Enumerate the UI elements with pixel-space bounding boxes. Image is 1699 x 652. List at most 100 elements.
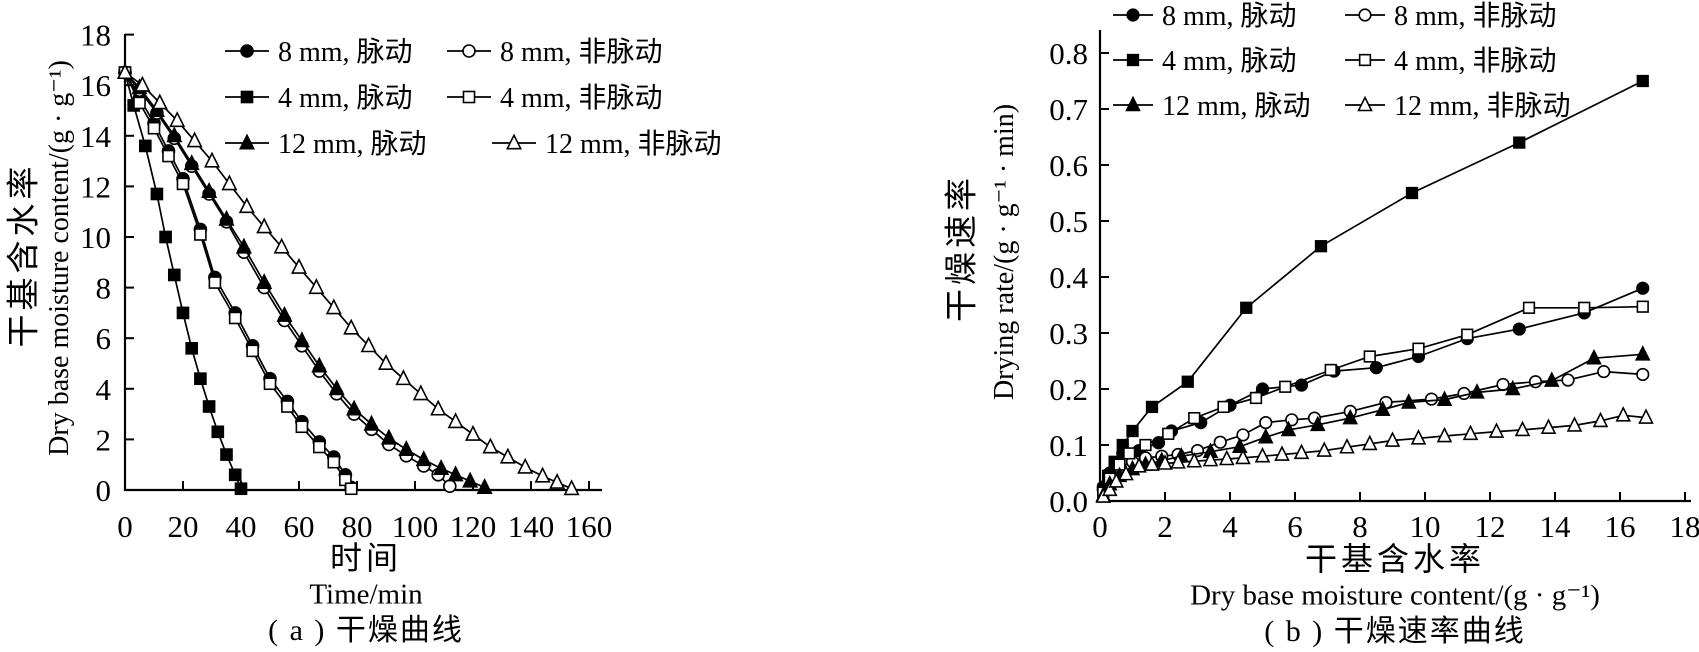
series-marker-0-5 xyxy=(325,298,342,315)
series-marker-0-5 xyxy=(430,399,447,416)
legend-label: 8 mm, 脉动 xyxy=(1162,0,1297,32)
series-marker-1-1 xyxy=(1561,373,1575,387)
series-marker-1-1 xyxy=(1457,386,1471,401)
legend-marker xyxy=(1126,53,1140,67)
series-marker-1-5 xyxy=(1384,431,1401,447)
series-marker-1-5 xyxy=(1615,406,1632,422)
series-marker-0-4 xyxy=(398,440,415,457)
series-marker-1-4 xyxy=(1257,427,1274,444)
series-marker-1-3 xyxy=(1139,438,1152,452)
x-tick-label: 60 xyxy=(284,509,315,544)
series-marker-1-5 xyxy=(1436,426,1453,443)
series-marker-0-3 xyxy=(281,400,294,413)
series-marker-1-3 xyxy=(1578,301,1591,314)
series-marker-1-0 xyxy=(1636,281,1650,295)
series-line-0-4 xyxy=(124,72,485,489)
x-tick-label: 20 xyxy=(168,509,199,544)
legend-label: 12 mm, 脉动 xyxy=(278,128,427,160)
legend-marker xyxy=(505,133,523,150)
series-marker-0-4 xyxy=(380,428,397,445)
series-marker-1-3 xyxy=(1162,427,1175,440)
chart-b-drying-rate-curves: 0 2 4 6 8 10 12 14 16 18 0.0 0.1 0.2 0.3 0.4 0.5 0.6 0.7 0… xyxy=(1049,0,1699,544)
series-line-1-3 xyxy=(1102,305,1643,493)
x-tick-label: 140 xyxy=(508,509,555,544)
series-marker-0-5 xyxy=(549,472,566,489)
y-tick-label: 18 xyxy=(80,18,111,53)
series-marker-0-5 xyxy=(256,217,273,234)
series-marker-1-2 xyxy=(1240,301,1253,314)
series-marker-1-5 xyxy=(1274,445,1290,461)
series-line-1-1 xyxy=(1102,370,1643,491)
series-marker-1-3 xyxy=(1363,350,1376,363)
series-marker-1-1 xyxy=(1636,367,1650,382)
legend-label: 4 mm, 脉动 xyxy=(278,82,413,114)
series-marker-1-5 xyxy=(1514,420,1531,437)
chart-b-xlabel-en: Dry base moisture content/(g · g⁻¹) xyxy=(1190,579,1600,612)
legend-label: 4 mm, 非脉动 xyxy=(500,82,663,114)
series-marker-1-4 xyxy=(1504,379,1521,396)
series-marker-1-4 xyxy=(1586,348,1602,365)
series-marker-0-2 xyxy=(176,306,190,320)
x-tick-label: 14 xyxy=(1540,509,1572,544)
series-marker-0-5 xyxy=(464,424,482,441)
series-marker-1-0 xyxy=(1512,322,1526,336)
series-marker-1-4 xyxy=(1543,371,1560,387)
series-marker-0-3 xyxy=(228,311,242,325)
chart-a-ylabel-en: Dry base moisture content/(g · g⁻¹) xyxy=(44,60,75,456)
x-tick-label: 6 xyxy=(1287,509,1303,544)
y-tick-label: 6 xyxy=(96,321,112,356)
series-marker-0-5 xyxy=(186,131,203,148)
series-marker-1-0 xyxy=(1369,361,1383,375)
series-marker-1-5 xyxy=(1118,464,1134,481)
series-marker-1-5 xyxy=(1186,452,1203,468)
chart-b-ylabel-cn: 干燥速率 xyxy=(944,174,981,322)
series-marker-1-5 xyxy=(1170,453,1186,469)
series-marker-1-5 xyxy=(1202,450,1219,467)
y-tick-label: 12 xyxy=(80,169,111,204)
series-marker-1-4 xyxy=(1400,393,1417,409)
series-marker-1-5 xyxy=(1157,454,1173,470)
series-marker-0-4 xyxy=(363,414,380,431)
series-marker-0-2 xyxy=(159,230,172,244)
series-marker-1-2 xyxy=(1636,74,1649,88)
series-marker-0-2 xyxy=(228,468,242,482)
series-marker-0-5 xyxy=(169,111,186,128)
legend-label: 12 mm, 非脉动 xyxy=(545,128,722,160)
series-marker-0-5 xyxy=(238,197,255,214)
y-tick-label: 0.8 xyxy=(1049,36,1088,71)
series-marker-0-4 xyxy=(311,356,328,373)
chart-a-caption: ( a ) 干燥曲线 xyxy=(268,614,464,647)
x-tick-label: 10 xyxy=(1410,509,1441,544)
series-marker-0-4 xyxy=(433,459,450,475)
series-marker-0-2 xyxy=(220,448,233,461)
y-tick-label: 0.5 xyxy=(1049,204,1088,239)
series-marker-1-4 xyxy=(1436,390,1453,406)
series-marker-1-3 xyxy=(1279,380,1292,393)
series-marker-1-4 xyxy=(1342,408,1359,425)
series-marker-1-4 xyxy=(1309,415,1326,432)
series-marker-1-4 xyxy=(1374,400,1391,417)
series-line-1-2 xyxy=(1102,80,1644,491)
series-marker-0-4 xyxy=(276,305,293,322)
legend-marker xyxy=(1358,53,1372,67)
series-marker-0-3 xyxy=(295,420,309,434)
series-marker-1-5 xyxy=(1218,449,1235,466)
chart-a-xlabel-en: Time/min xyxy=(309,578,423,611)
series-marker-0-5 xyxy=(343,318,360,335)
series-marker-1-3 xyxy=(1324,363,1337,377)
series-marker-0-5 xyxy=(412,384,429,401)
y-tick-label: 4 xyxy=(96,372,112,407)
series-marker-1-5 xyxy=(1339,438,1355,454)
legend-marker xyxy=(1125,95,1141,112)
series-marker-0-5 xyxy=(360,336,377,353)
x-tick-label: 0 xyxy=(117,509,133,544)
y-tick-label: 0.7 xyxy=(1049,92,1088,127)
series-marker-0-4 xyxy=(328,379,345,396)
series-marker-1-5 xyxy=(1293,443,1310,460)
legend-label: 4 mm, 非脉动 xyxy=(1394,45,1557,77)
legend-marker xyxy=(462,90,476,104)
x-tick-label: 160 xyxy=(566,509,613,544)
y-tick-label: 0.4 xyxy=(1049,260,1088,295)
series-marker-0-2 xyxy=(150,187,164,201)
